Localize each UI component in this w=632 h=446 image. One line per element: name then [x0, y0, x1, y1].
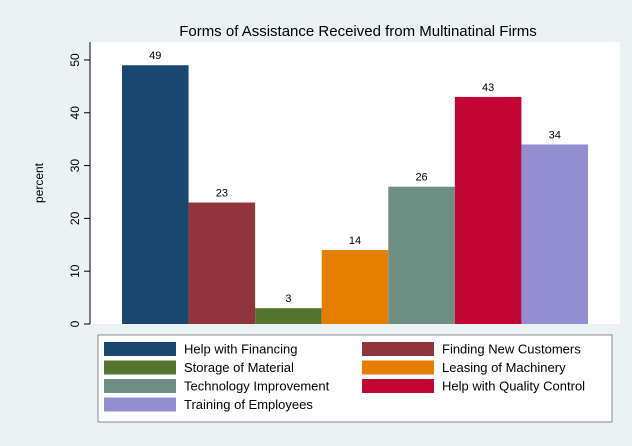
legend-swatch — [362, 379, 434, 393]
legend — [97, 334, 613, 423]
value-label: 14 — [349, 235, 361, 247]
value-label: 23 — [216, 187, 228, 199]
bar — [388, 186, 455, 324]
legend-label: Leasing of Machinery — [442, 360, 566, 375]
value-label: 26 — [415, 172, 427, 184]
chart-title: Forms of Assistance Received from Multin… — [179, 23, 537, 40]
y-tick-label: 50 — [68, 53, 82, 67]
y-tick-label: 0 — [68, 320, 82, 327]
legend-label: Help with Quality Control — [442, 378, 585, 393]
y-axis-label: percent — [32, 162, 46, 203]
y-tick-label: 10 — [68, 264, 82, 278]
legend-swatch — [104, 360, 176, 375]
bar — [454, 96, 522, 324]
value-label: 49 — [149, 50, 161, 62]
legend-label: Training of Employees — [184, 397, 313, 412]
bar — [521, 144, 588, 324]
legend-swatch — [104, 379, 176, 393]
bar — [255, 308, 322, 324]
legend-label: Finding New Customers — [442, 341, 581, 356]
y-tick-label: 40 — [68, 106, 82, 120]
legend-swatch — [104, 342, 176, 356]
legend-label: Help with Financing — [184, 341, 297, 356]
y-tick-label: 30 — [68, 159, 82, 173]
bar — [321, 250, 389, 324]
legend-swatch — [362, 360, 434, 375]
bar — [188, 202, 256, 324]
y-tick-label: 20 — [68, 211, 82, 225]
value-label: 34 — [549, 129, 561, 141]
value-label: 43 — [482, 82, 494, 94]
bar — [122, 65, 189, 324]
legend-label: Storage of Material — [184, 360, 294, 375]
legend-swatch — [104, 397, 176, 412]
legend-label: Technology Improvement — [184, 378, 330, 393]
value-label: 3 — [285, 293, 291, 305]
legend-swatch — [362, 342, 434, 356]
